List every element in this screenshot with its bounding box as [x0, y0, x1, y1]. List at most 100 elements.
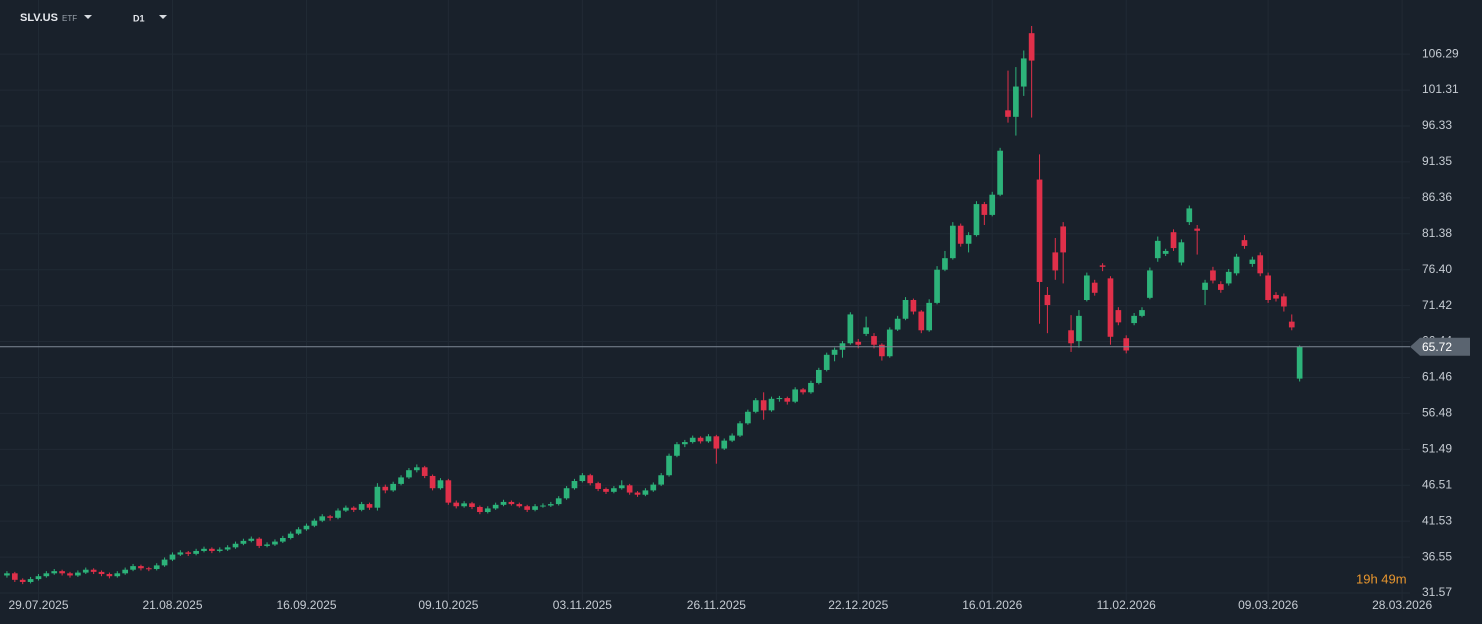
candle-body	[981, 204, 988, 215]
candle-body	[808, 382, 814, 393]
candle-body	[185, 552, 192, 554]
candle-body	[894, 318, 901, 330]
candle-body	[19, 579, 26, 582]
candle-body	[461, 503, 467, 507]
candle-body	[524, 506, 531, 510]
candle-body	[760, 400, 767, 411]
symbol[interactable]: SLV.US	[20, 12, 58, 24]
timeframe-dropdown[interactable]	[159, 15, 167, 19]
candle-body	[516, 504, 523, 507]
candle-body	[910, 300, 917, 312]
last-price-label: 65.72	[1422, 340, 1452, 354]
candle-body	[658, 475, 665, 485]
candle-body	[965, 235, 972, 244]
x-tick-label: 09.10.2025	[418, 598, 478, 612]
y-tick-label: 71.42	[1422, 298, 1452, 312]
candle-body	[366, 504, 373, 508]
candle-body	[674, 444, 680, 456]
candle-body	[350, 507, 357, 510]
candle-body	[492, 504, 499, 509]
candle-body	[130, 566, 136, 570]
candle-body	[855, 341, 862, 345]
candle-body	[532, 506, 538, 510]
candle-body	[232, 543, 239, 548]
x-tick-label: 29.07.2025	[8, 598, 68, 612]
x-tick-label: 22.12.2025	[828, 598, 888, 612]
candle-body	[1005, 110, 1011, 117]
candle-body	[1210, 270, 1216, 281]
candle-body	[295, 529, 302, 534]
candle-body	[634, 492, 641, 495]
candle-body	[815, 369, 822, 383]
candle-body	[871, 336, 877, 345]
grid: 31.5736.5541.5346.5151.4956.4861.4666.44…	[8, 46, 1460, 613]
candle-body	[59, 571, 65, 574]
candle-body	[1115, 310, 1122, 323]
candle-body	[1107, 278, 1114, 337]
candle-body	[82, 569, 89, 573]
candle-body	[1028, 33, 1035, 61]
candle-body	[776, 398, 783, 400]
candle-body	[1265, 275, 1271, 300]
y-tick-label: 41.53	[1422, 513, 1452, 527]
y-tick-label: 101.31	[1422, 82, 1459, 96]
candle-body	[1170, 232, 1177, 249]
overlay: 65.72 19h 49m	[0, 337, 1470, 586]
candle-body	[571, 481, 578, 489]
candle-body	[611, 488, 617, 492]
y-tick-label: 31.57	[1422, 585, 1452, 599]
candle-body	[642, 490, 649, 495]
x-tick-label: 21.08.2025	[142, 598, 202, 612]
candle-body	[240, 540, 247, 544]
candle-body	[75, 572, 81, 576]
y-tick-label: 106.29	[1422, 46, 1459, 60]
candle-body	[335, 510, 341, 518]
candle-body	[303, 525, 310, 530]
candle-body	[902, 300, 909, 319]
candle-body	[768, 398, 775, 411]
candle-body	[595, 483, 601, 489]
symbol-dropdown[interactable]	[84, 15, 92, 19]
candle-body	[358, 504, 365, 510]
candle-body	[1036, 179, 1043, 282]
candle-body	[1052, 252, 1059, 271]
x-tick-label: 26.11.2025	[687, 598, 746, 612]
candle-body	[1288, 321, 1295, 328]
candle-body	[1147, 270, 1153, 298]
candle-body	[287, 533, 294, 538]
candle-body	[1154, 240, 1161, 259]
candle-body	[563, 488, 570, 499]
candle-body	[398, 477, 404, 484]
timeframe[interactable]: D1	[133, 13, 145, 23]
candle-body	[1241, 240, 1248, 246]
candle-body	[1099, 265, 1106, 267]
y-tick-label: 56.48	[1422, 406, 1452, 420]
candle-body	[1060, 226, 1067, 253]
candle-body	[477, 506, 483, 513]
candle-body	[1123, 338, 1130, 351]
candle-body	[209, 548, 215, 551]
candle-body	[169, 554, 176, 560]
candle-body	[145, 568, 152, 570]
candle-body	[382, 486, 389, 491]
candle-body	[153, 565, 160, 569]
candle-body	[216, 549, 223, 551]
candle-body	[445, 480, 452, 503]
candle-body	[224, 547, 231, 550]
candle-body	[1202, 282, 1208, 290]
candle-body	[1139, 310, 1145, 316]
candle-body	[1162, 250, 1169, 254]
candle-body	[161, 559, 168, 566]
candle-body	[256, 538, 263, 546]
candle-body	[713, 436, 720, 449]
candle-body	[1186, 208, 1193, 223]
candle-body	[1076, 315, 1082, 342]
candle-body	[666, 455, 672, 476]
candle-body	[784, 398, 791, 402]
y-tick-label: 61.46	[1422, 370, 1452, 384]
candle-body	[413, 467, 420, 471]
candle-body	[1194, 228, 1201, 231]
instrument-type: ETF	[62, 14, 77, 23]
candle-body	[469, 503, 475, 507]
